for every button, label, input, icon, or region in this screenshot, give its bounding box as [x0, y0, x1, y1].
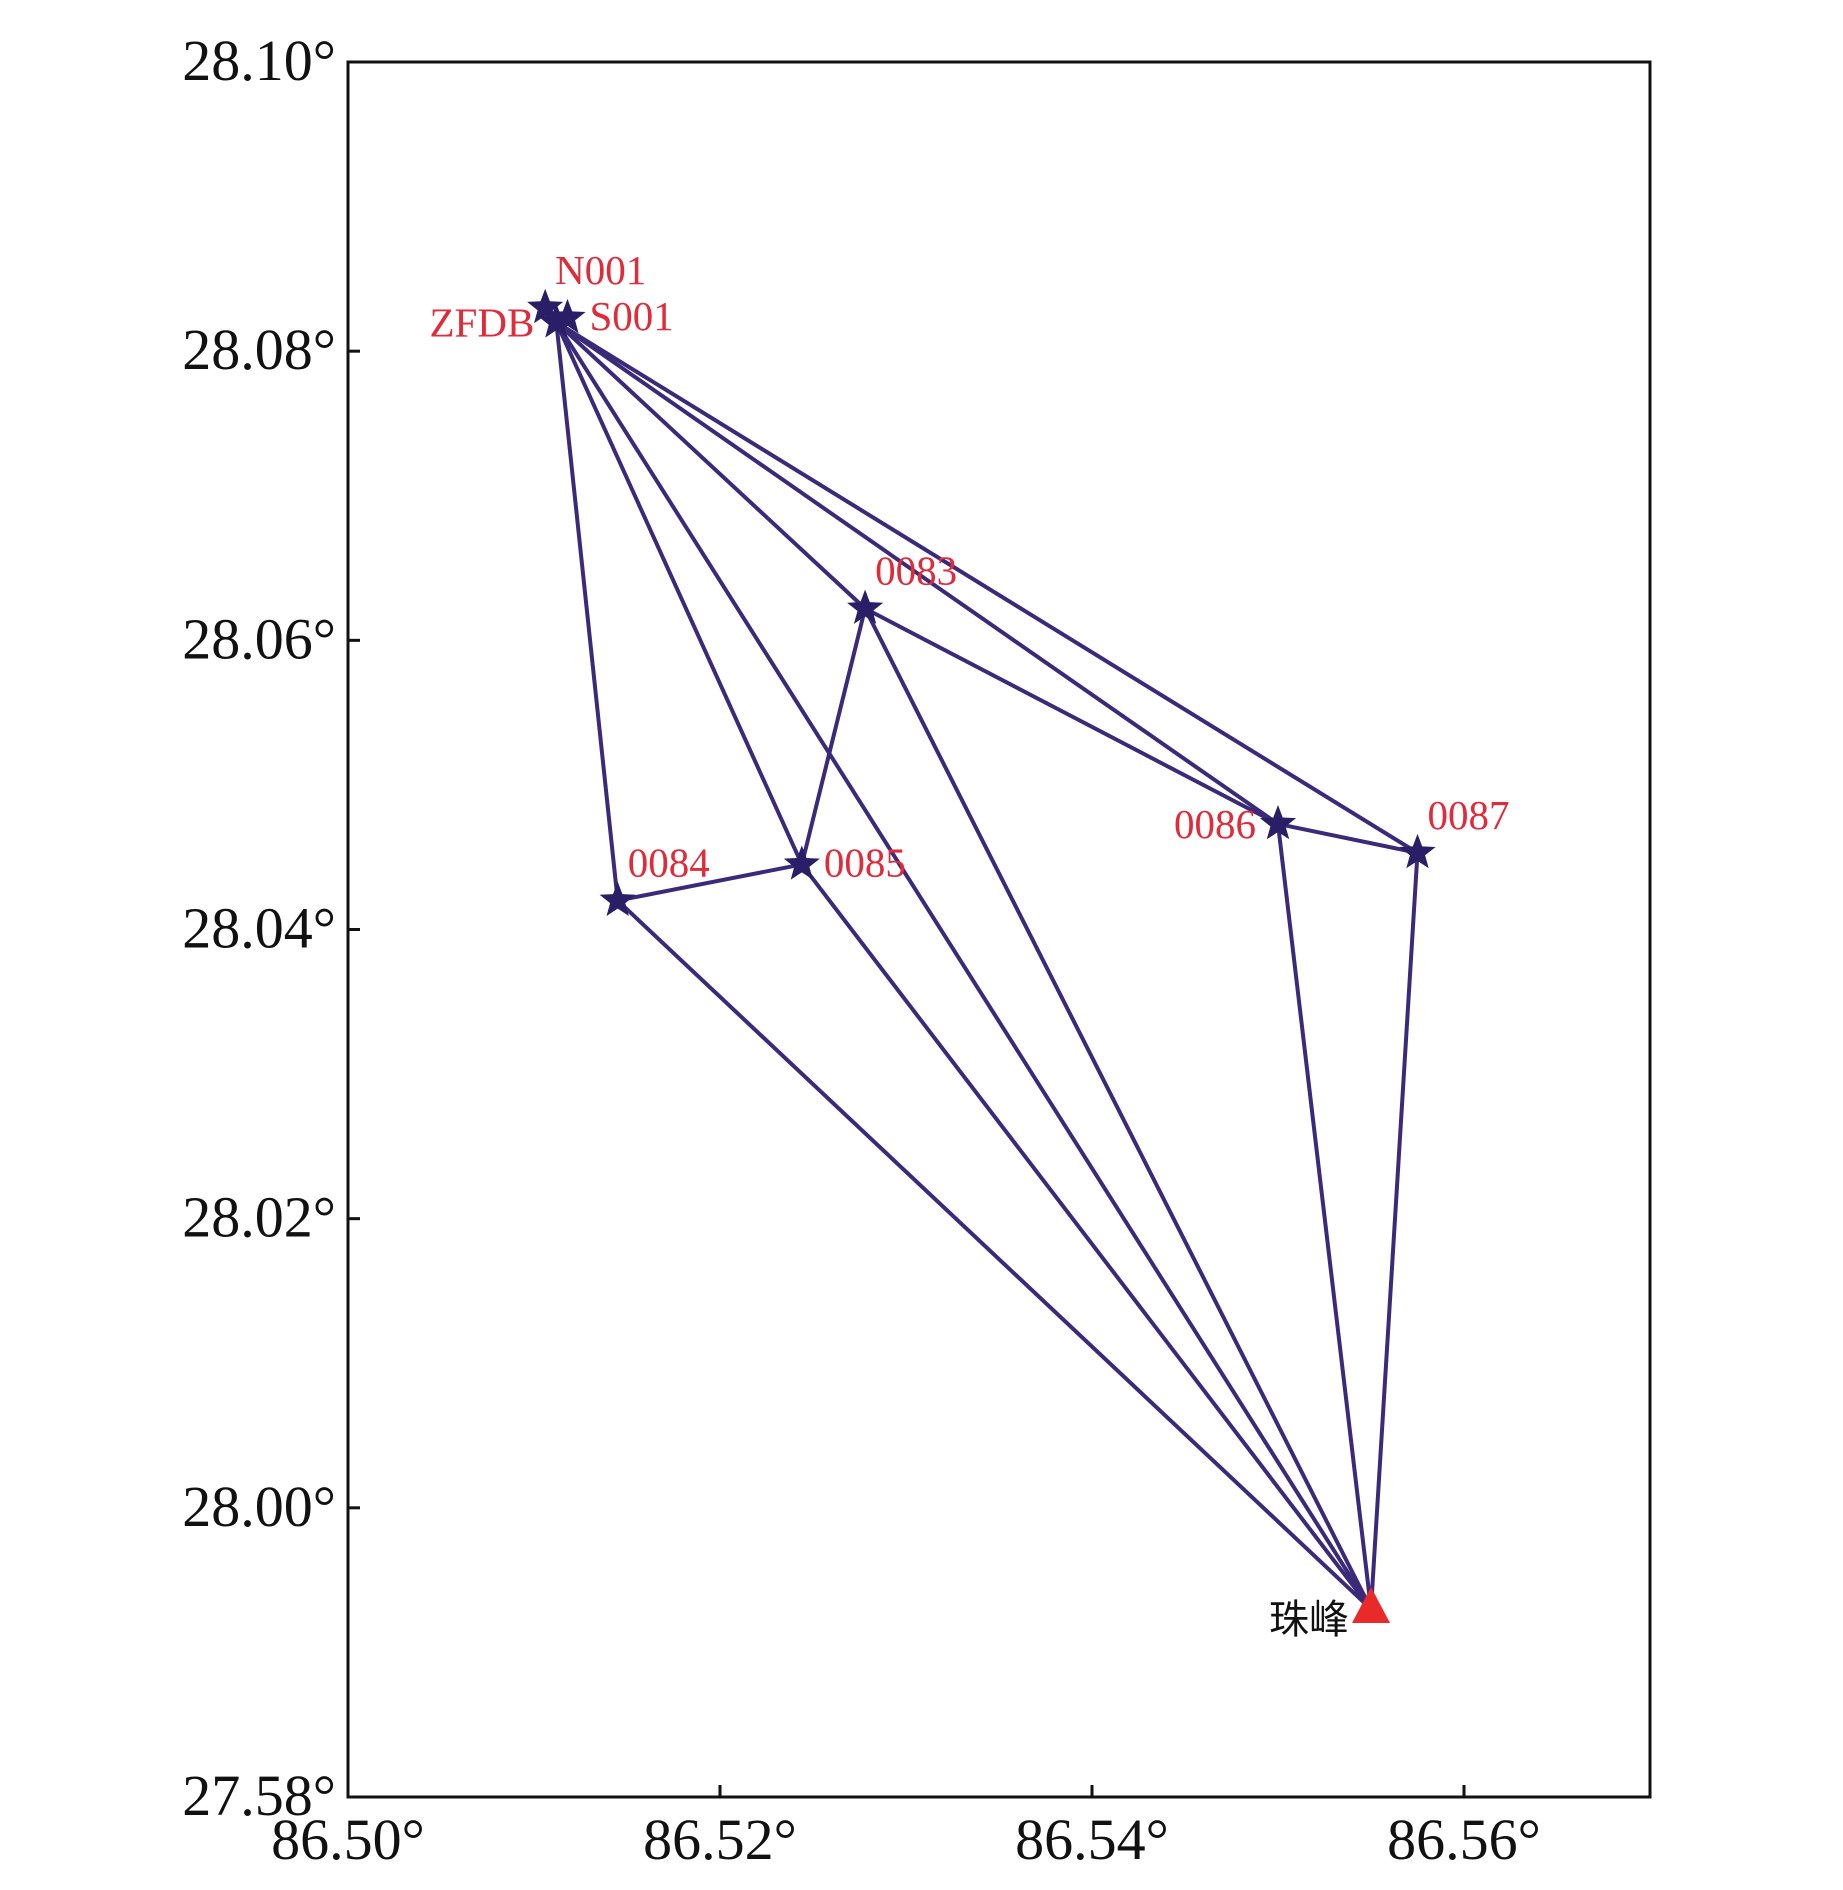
x-tick-label: 86.50° [271, 1807, 425, 1872]
plot-frame [346, 60, 1652, 1799]
baseline-0084-ZF [615, 898, 1373, 1612]
station-label-0087: 0087 [1428, 792, 1510, 838]
x-tick-label: 86.56° [1387, 1807, 1541, 1872]
baseline-0084-0085 [615, 862, 804, 903]
baseline-ZFDB-0087 [554, 320, 1420, 855]
baseline-0086-ZF [1276, 821, 1373, 1612]
station-label-0085: 0085 [824, 839, 906, 885]
x-tick-label: 86.54° [1015, 1807, 1169, 1872]
baseline-ZFDB-0084 [554, 320, 620, 903]
station-label-0084: 0084 [628, 840, 710, 886]
station-0085-star-icon [783, 845, 820, 880]
station-0084-star-icon [599, 881, 636, 916]
station-label-n001: N001 [555, 247, 646, 293]
baseline-0083-0086 [863, 606, 1280, 826]
station-label-s001: S001 [589, 293, 673, 339]
station-0087-star-icon [1399, 833, 1436, 869]
station-n001-star-icon [527, 288, 564, 324]
station-markers [527, 288, 1436, 1624]
baselines [554, 320, 1420, 1612]
y-tick-label: 28.10° [182, 28, 336, 93]
station-label-0083: 0083 [875, 548, 957, 594]
baseline-ZFDB-ZF [554, 320, 1373, 1612]
y-tick-label: 28.00° [182, 1474, 336, 1539]
baseline-0087-ZF [1369, 850, 1420, 1612]
station-0083-star-icon [847, 589, 884, 624]
baseline-0083-ZF [863, 606, 1373, 1612]
summit-triangle-icon [1352, 1587, 1390, 1624]
y-tick-label: 28.04° [182, 896, 336, 961]
baseline-ZFDB-0085 [554, 320, 804, 867]
station-label-0086: 0086 [1174, 801, 1256, 847]
y-tick-label: 28.02° [182, 1185, 336, 1250]
baseline-ZFDB-0083 [554, 320, 868, 611]
station-label-zfdb: ZFDB [430, 299, 535, 345]
y-tick-label: 28.08° [182, 317, 336, 382]
baseline-0086-0087 [1276, 821, 1420, 855]
y-tick-label: 27.58° [182, 1763, 336, 1828]
station-label-zf: 珠峰 [1269, 1597, 1349, 1643]
x-tick-label: 86.52° [643, 1807, 797, 1872]
station-zfdb-star-icon [538, 303, 575, 338]
baseline-0083-0085 [799, 606, 868, 867]
axis-ticks: 86.50° 86.52° 86.54° 86.56° 27.58° 28.00° 28.0… [182, 28, 1541, 1872]
y-tick-label: 28.06° [182, 606, 336, 671]
baseline-0085-ZF [799, 862, 1373, 1612]
baseline-ZFDB-0086 [554, 320, 1280, 826]
station-0086-star-icon [1259, 805, 1297, 840]
